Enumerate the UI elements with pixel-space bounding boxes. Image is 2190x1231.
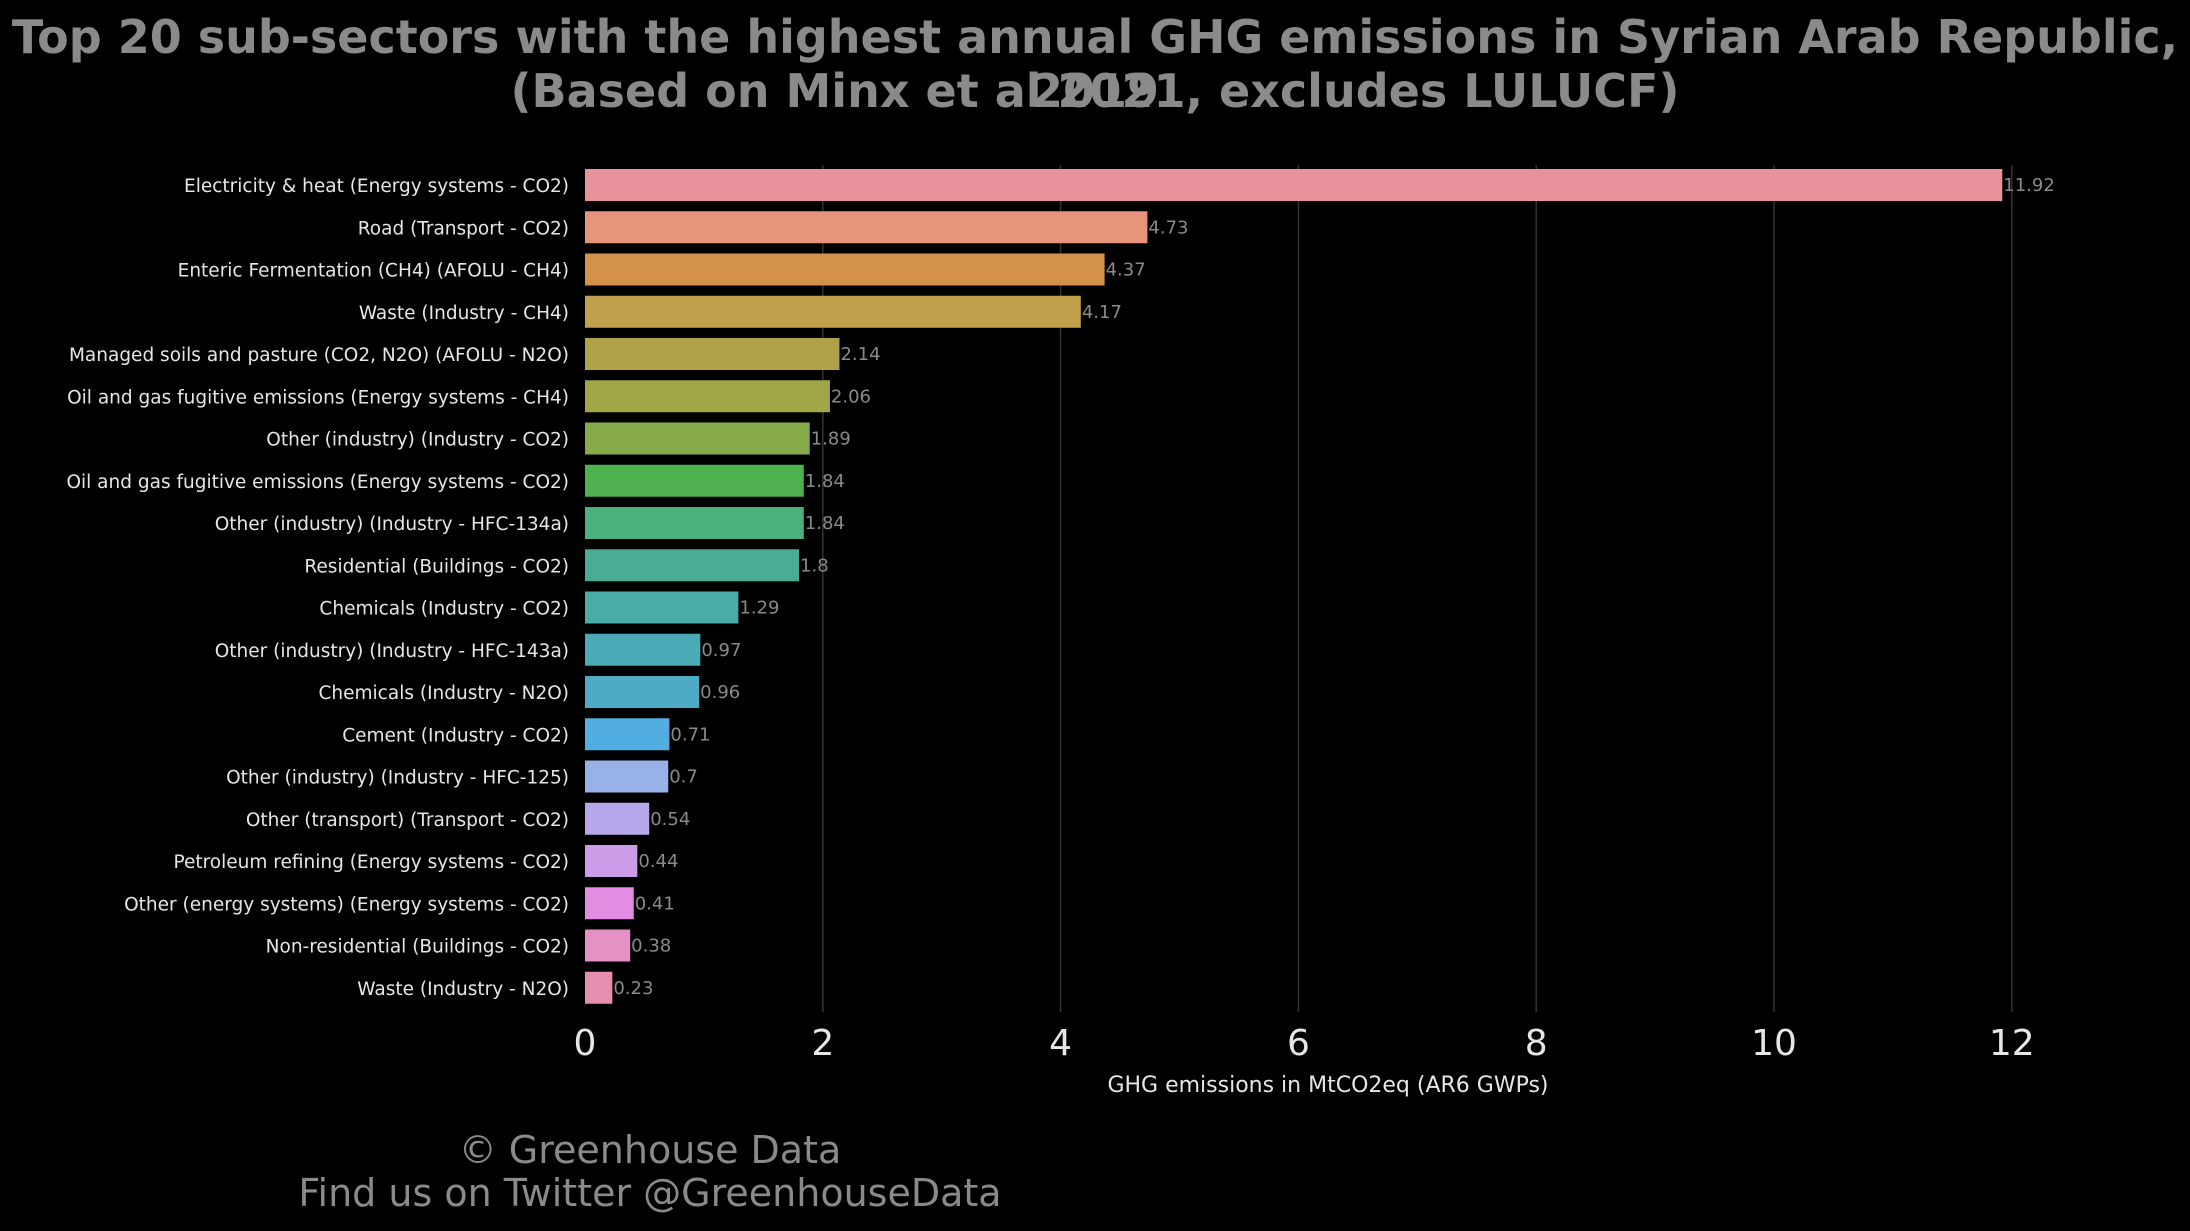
category-label: Other (industry) (Industry - HFC-134a) [215, 514, 569, 535]
bar [585, 591, 739, 624]
category-label: Road (Transport - CO2) [358, 218, 569, 239]
value-label: 4.17 [1082, 302, 1122, 323]
category-label: Non-residential (Buildings - CO2) [266, 937, 569, 958]
category-label: Chemicals (Industry - N2O) [319, 683, 570, 704]
category-label: Cement (Industry - CO2) [342, 725, 569, 746]
bar [585, 253, 1105, 286]
bar [585, 295, 1081, 328]
category-label: Waste (Industry - CH4) [359, 303, 569, 324]
x-tick-label: 12 [1989, 1023, 2035, 1064]
bar [585, 380, 830, 413]
x-axis-label: GHG emissions in MtCO2eq (AR6 GWPs) [1107, 1073, 1548, 1098]
category-label: Enteric Fermentation (CH4) (AFOLU - CH4) [178, 261, 569, 282]
x-tick-label: 8 [1525, 1023, 1548, 1064]
value-label: 4.37 [1106, 260, 1146, 281]
chart-title-line-1: Top 20 sub-sectors with the highest annu… [11, 10, 2179, 118]
value-label: 1.29 [739, 598, 779, 619]
x-axis-ticks: 0 2 4 6 8 10 12 [574, 1023, 2035, 1064]
value-label: 1.89 [811, 429, 851, 450]
bar [585, 929, 631, 962]
category-labels: Electricity & heat (Energy systems - CO2… [66, 176, 569, 1000]
x-tick-label: 10 [1751, 1023, 1797, 1064]
value-labels: 11.92 4.73 4.37 4.17 2.14 2.06 1.89 1.84 1.84 1.8… [613, 175, 2054, 999]
x-tick-label: 2 [811, 1023, 834, 1064]
bar [585, 422, 810, 455]
value-label: 0.97 [701, 640, 741, 661]
bar [585, 633, 701, 666]
x-tick-label: 6 [1287, 1023, 1310, 1064]
bars [585, 169, 2003, 1004]
category-label: Other (industry) (Industry - HFC-143a) [215, 641, 569, 662]
value-label: 0.96 [700, 682, 740, 703]
category-label: Other (energy systems) (Energy systems -… [124, 894, 569, 915]
value-label: 0.71 [670, 724, 710, 745]
value-label: 2.14 [840, 344, 880, 365]
bar [585, 845, 638, 877]
category-label: Electricity & heat (Energy systems - CO2… [184, 176, 569, 197]
footer-copyright: © Greenhouse Data [458, 1128, 842, 1172]
bar [585, 971, 613, 1004]
value-label: 1.84 [805, 513, 845, 534]
gridlines [822, 165, 2013, 1012]
bar [585, 464, 804, 497]
value-label: 1.8 [800, 555, 829, 576]
category-label: Oil and gas fugitive emissions (Energy s… [66, 472, 569, 493]
category-label: Other (industry) (Industry - CO2) [266, 430, 569, 451]
value-label: 0.7 [669, 767, 698, 788]
bar [585, 802, 650, 835]
bar [585, 211, 1148, 244]
category-label: Other (transport) (Transport - CO2) [246, 810, 569, 831]
category-label: Chemicals (Industry - CO2) [319, 599, 569, 620]
x-tick-label: 0 [574, 1023, 597, 1064]
category-label: Residential (Buildings - CO2) [304, 556, 569, 577]
value-label: 0.38 [631, 936, 671, 957]
bar [585, 549, 800, 582]
bar [585, 507, 804, 539]
value-label: 1.84 [805, 471, 845, 492]
value-label: 4.73 [1148, 217, 1188, 238]
footer-twitter: Find us on Twitter @GreenhouseData [298, 1171, 1002, 1215]
value-label: 0.41 [635, 893, 675, 914]
x-tick-label: 4 [1049, 1023, 1072, 1064]
bar [585, 338, 840, 370]
bar [585, 718, 670, 751]
value-label: 0.54 [650, 809, 690, 830]
bar [585, 887, 634, 920]
category-label: Other (industry) (Industry - HFC-125) [226, 768, 569, 789]
bar [585, 676, 700, 708]
category-label: Petroleum refining (Energy systems - CO2… [173, 852, 569, 873]
chart-title-line-2: (Based on Minx et al 2021, excludes LULU… [510, 64, 1680, 118]
category-label: Oil and gas fugitive emissions (Energy s… [67, 387, 569, 408]
value-label: 11.92 [2003, 175, 2055, 196]
value-label: 2.06 [831, 386, 871, 407]
category-label: Waste (Industry - N2O) [357, 979, 569, 1000]
value-label: 0.44 [638, 851, 678, 872]
value-label: 0.23 [613, 978, 653, 999]
category-label: Managed soils and pasture (CO2, N2O) (AF… [69, 345, 569, 366]
bar [585, 169, 2003, 201]
bar [585, 760, 669, 793]
